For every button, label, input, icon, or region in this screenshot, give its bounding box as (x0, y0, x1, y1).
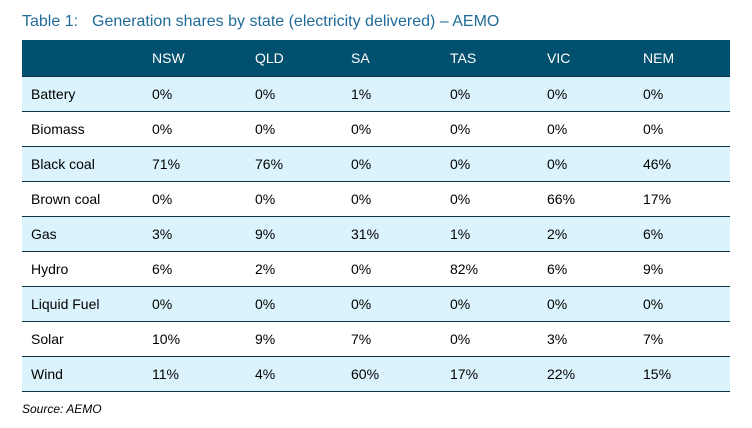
table-cell: 0% (351, 146, 450, 182)
table-cell: 0% (255, 286, 351, 322)
table-cell: 17% (450, 356, 547, 392)
table-cell: 46% (643, 146, 730, 182)
row-label: Wind (22, 356, 152, 392)
row-label: Solar (22, 321, 152, 357)
table-cell: 0% (450, 146, 547, 182)
table-cell: 0% (547, 76, 643, 112)
table-cell: 0% (450, 76, 547, 112)
table-cell: 0% (450, 181, 547, 217)
table-cell: 1% (450, 216, 547, 252)
row-label: Liquid Fuel (22, 286, 152, 322)
table-cell: 6% (152, 251, 255, 287)
table-title: Generation shares by state (electricity … (92, 13, 500, 30)
table-cell: 9% (643, 251, 730, 287)
table-cell: 0% (547, 111, 643, 147)
table-cell: 0% (255, 111, 351, 147)
column-header-vic: VIC (547, 40, 643, 77)
table-cell: 17% (643, 181, 730, 217)
row-label: Brown coal (22, 181, 152, 217)
table-cell: 0% (643, 111, 730, 147)
table-cell: 10% (152, 321, 255, 357)
table-row: Hydro 6% 2% 0% 82% 6% 9% (22, 251, 730, 287)
table-cell: 0% (351, 181, 450, 217)
table-cell: 0% (152, 286, 255, 322)
table-caption: Table 1: Generation shares by state (elec… (22, 13, 499, 31)
column-header-tas: TAS (450, 40, 547, 77)
column-header-sa: SA (351, 40, 450, 77)
column-header-qld: QLD (255, 40, 351, 77)
table-cell: 60% (351, 356, 450, 392)
table-number: Table 1: (22, 13, 79, 30)
table-cell: 1% (351, 76, 450, 112)
table-cell: 82% (450, 251, 547, 287)
table-cell: 4% (255, 356, 351, 392)
table-cell: 0% (351, 251, 450, 287)
table-header-row: NSW QLD SA TAS VIC NEM (22, 40, 730, 77)
table-cell: 0% (152, 111, 255, 147)
table-cell: 7% (351, 321, 450, 357)
table-cell: 0% (255, 76, 351, 112)
row-label: Biomass (22, 111, 152, 147)
table-cell: 0% (547, 146, 643, 182)
table-cell: 0% (351, 111, 450, 147)
table-cell: 0% (643, 76, 730, 112)
table-row: Biomass 0% 0% 0% 0% 0% 0% (22, 111, 730, 147)
table-cell: 6% (547, 251, 643, 287)
table-cell: 9% (255, 216, 351, 252)
column-header-label (22, 40, 152, 77)
column-header-nem: NEM (643, 40, 730, 77)
table-cell: 0% (152, 181, 255, 217)
row-label: Hydro (22, 251, 152, 287)
table-row: Wind 11% 4% 60% 17% 22% 15% (22, 356, 730, 392)
row-label: Battery (22, 76, 152, 112)
table-cell: 9% (255, 321, 351, 357)
table-row: Battery 0% 0% 1% 0% 0% 0% (22, 76, 730, 112)
table-cell: 0% (450, 321, 547, 357)
table-cell: 3% (152, 216, 255, 252)
table-cell: 0% (450, 286, 547, 322)
table-cell: 66% (547, 181, 643, 217)
table-cell: 6% (643, 216, 730, 252)
table-row: Liquid Fuel 0% 0% 0% 0% 0% 0% (22, 286, 730, 322)
table-row: Brown coal 0% 0% 0% 0% 66% 17% (22, 181, 730, 217)
table-cell: 2% (255, 251, 351, 287)
table-cell: 71% (152, 146, 255, 182)
table-row: Gas 3% 9% 31% 1% 2% 6% (22, 216, 730, 252)
table-cell: 2% (547, 216, 643, 252)
row-label: Black coal (22, 146, 152, 182)
table-cell: 0% (351, 286, 450, 322)
table-cell: 11% (152, 356, 255, 392)
table-cell: 0% (255, 181, 351, 217)
table-cell: 0% (450, 111, 547, 147)
table-cell: 7% (643, 321, 730, 357)
table-cell: 0% (152, 76, 255, 112)
table-cell: 22% (547, 356, 643, 392)
table-cell: 3% (547, 321, 643, 357)
table-row: Solar 10% 9% 7% 0% 3% 7% (22, 321, 730, 357)
table-cell: 0% (547, 286, 643, 322)
table-cell: 15% (643, 356, 730, 392)
table-cell: 0% (643, 286, 730, 322)
generation-shares-table: NSW QLD SA TAS VIC NEM Battery 0% 0% 1% … (22, 40, 730, 392)
row-label: Gas (22, 216, 152, 252)
table-cell: 31% (351, 216, 450, 252)
source-note: Source: AEMO (22, 402, 102, 416)
table-row: Black coal 71% 76% 0% 0% 0% 46% (22, 146, 730, 182)
table-cell: 76% (255, 146, 351, 182)
column-header-nsw: NSW (152, 40, 255, 77)
